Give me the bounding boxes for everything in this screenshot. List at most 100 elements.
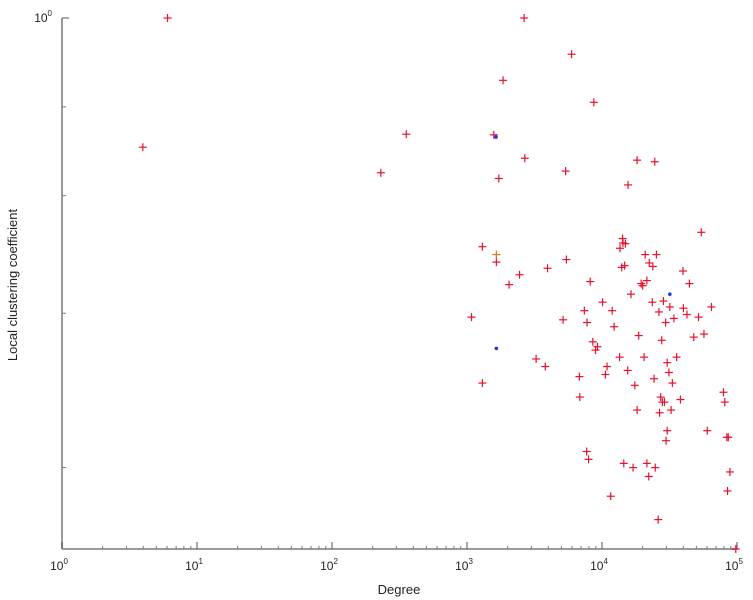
data-point-plus — [659, 297, 668, 306]
data-point-plus — [608, 306, 617, 315]
data-point-plus — [663, 426, 672, 435]
data-point-plus — [642, 276, 651, 285]
data-point-plus — [650, 157, 659, 166]
data-point-plus — [657, 336, 666, 345]
data-point-plus — [703, 426, 712, 435]
data-point-plus — [589, 98, 598, 107]
data-point-plus — [652, 250, 661, 259]
data-point-plus — [616, 244, 625, 253]
data-point-plus — [520, 154, 529, 163]
data-point-plus — [138, 143, 147, 152]
data-point-plus — [665, 302, 674, 311]
data-point-plus — [478, 242, 487, 251]
data-point-plus — [623, 366, 632, 375]
data-point-plus — [603, 362, 612, 371]
y-axis-label: Local clustering coefficient — [5, 209, 20, 362]
data-point-plus — [402, 130, 411, 139]
data-point-plus — [559, 315, 568, 324]
data-point-plus — [478, 379, 487, 388]
data-point-plus — [583, 318, 592, 327]
data-point-plus — [719, 388, 728, 397]
data-point-plus — [720, 398, 729, 407]
data-point-plus — [645, 258, 654, 267]
data-point-plus — [532, 354, 541, 363]
data-point-plus — [586, 277, 595, 286]
data-point-dot — [494, 346, 499, 351]
data-point-plus — [593, 342, 602, 351]
data-point-plus — [520, 14, 529, 22]
data-point-plus — [676, 395, 685, 404]
data-point-plus — [699, 330, 708, 339]
data-point-plus — [467, 313, 476, 322]
x-tick-label: 102 — [320, 557, 338, 573]
data-point-plus — [662, 436, 671, 445]
data-point-plus — [656, 393, 665, 402]
data-point-plus — [627, 290, 636, 299]
data-point-plus — [615, 353, 624, 362]
data-point-plus — [697, 228, 706, 237]
data-point-plus — [663, 358, 672, 367]
data-point-plus — [707, 302, 716, 311]
x-axis-label: Degree — [378, 582, 421, 597]
data-point-plus — [650, 374, 659, 383]
data-point-plus — [620, 261, 629, 270]
data-point-plus — [591, 346, 600, 355]
ticks-group — [61, 17, 738, 549]
data-point-plus — [624, 180, 633, 189]
data-point-plus — [648, 298, 657, 307]
data-point-plus — [689, 333, 698, 342]
data-point-dot — [494, 135, 498, 139]
data-point-plus — [641, 250, 650, 259]
data-point-plus — [606, 492, 615, 501]
data-point-plus — [505, 280, 514, 289]
data-point-plus — [694, 313, 703, 322]
data-point-plus — [575, 393, 584, 402]
data-point-plus — [669, 314, 678, 323]
data-point-plus — [584, 455, 593, 464]
data-point-plus — [492, 250, 501, 259]
data-point-plus — [601, 370, 610, 379]
data-point-plus — [678, 267, 687, 276]
data-point-plus — [630, 381, 639, 390]
x-tick-label: 105 — [725, 557, 743, 573]
data-point-plus — [580, 306, 589, 315]
data-point-plus — [648, 262, 657, 271]
data-point-plus — [541, 362, 550, 371]
data-point-plus — [725, 467, 734, 476]
data-point-plus — [682, 310, 691, 319]
data-point-plus — [633, 406, 642, 415]
data-point-plus — [163, 14, 172, 22]
data-point-plus — [499, 76, 508, 85]
data-point-plus — [567, 50, 576, 59]
axes-group — [61, 18, 737, 550]
data-point-plus — [640, 353, 649, 362]
data-point-plus — [638, 281, 647, 290]
data-point-dot — [668, 292, 672, 296]
data-point-plus — [651, 463, 660, 472]
x-tick-label: 103 — [455, 557, 473, 573]
data-point-plus — [492, 258, 501, 267]
data-point-plus — [644, 472, 653, 481]
x-tick-label: 104 — [590, 557, 608, 573]
data-point-plus — [654, 515, 663, 524]
data-point-plus — [494, 174, 503, 183]
data-point-plus — [515, 270, 524, 279]
data-point-plus — [679, 304, 688, 313]
data-point-plus — [561, 167, 570, 176]
data-point-plus — [575, 372, 584, 381]
data-point-plus — [633, 156, 642, 165]
x-tick-label: 100 — [50, 557, 68, 573]
points-group — [138, 14, 740, 553]
data-point-plus — [664, 368, 673, 377]
data-point-plus — [621, 239, 630, 248]
data-point-plus — [619, 459, 628, 468]
data-point-plus — [685, 279, 694, 288]
data-point-plus — [642, 459, 651, 468]
data-point-plus — [376, 168, 385, 177]
data-point-plus — [668, 379, 677, 388]
data-point-plus — [598, 298, 607, 307]
data-point-plus — [637, 279, 646, 288]
data-point-plus — [731, 545, 740, 553]
